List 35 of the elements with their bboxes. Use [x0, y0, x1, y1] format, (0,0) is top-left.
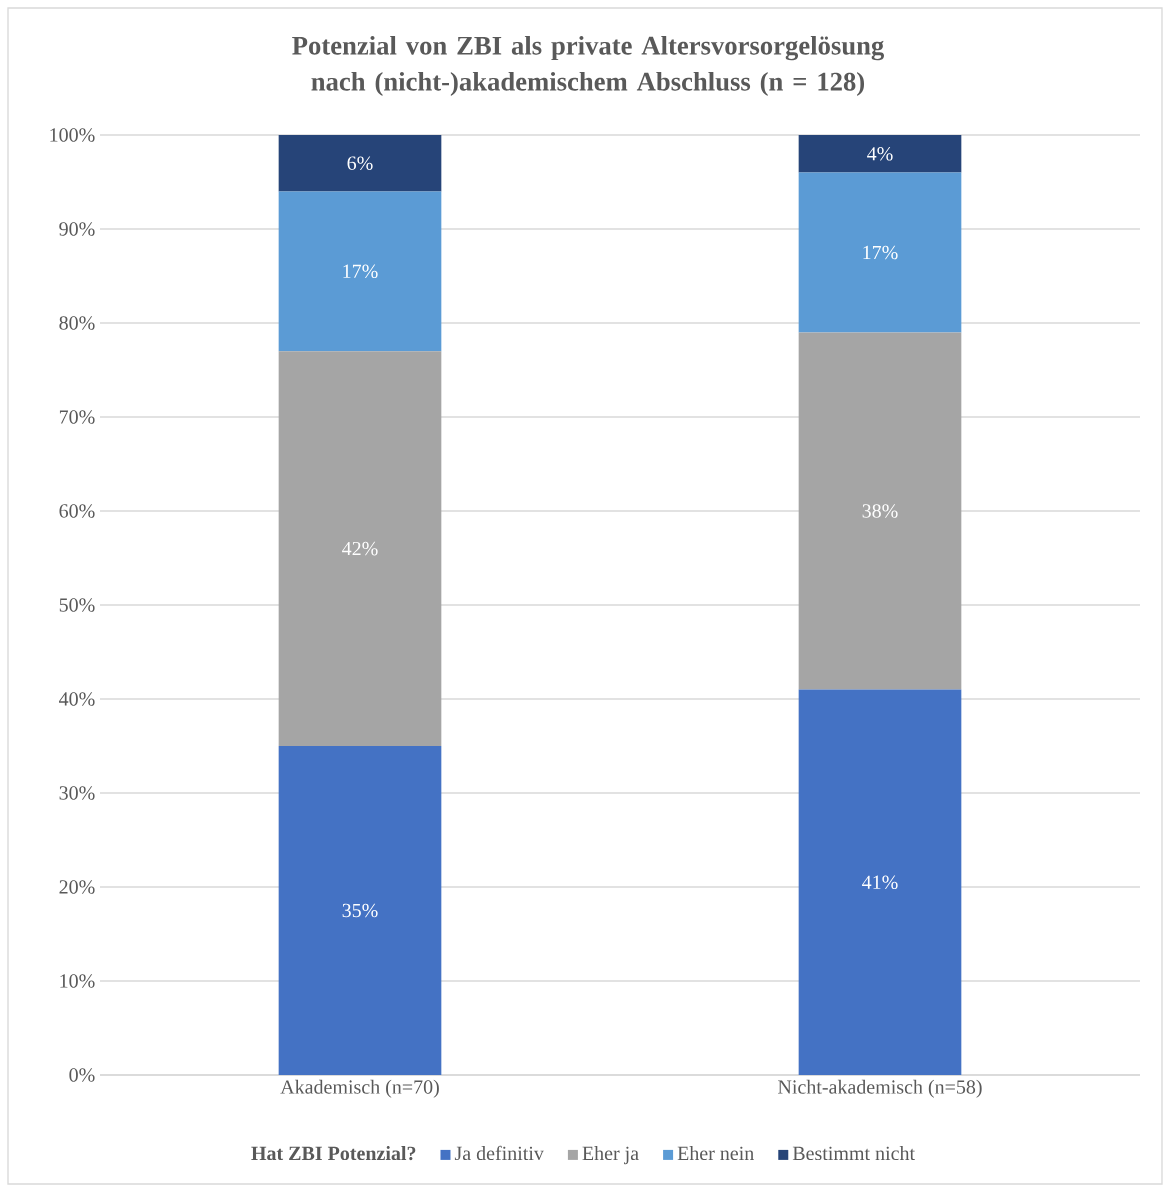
y-tick-label: 0% [69, 1068, 95, 1082]
data-label: 4% [867, 147, 893, 161]
y-tick-label: 20% [59, 880, 95, 894]
legend-label: Ja definitiv [454, 1145, 544, 1161]
legend-label: Eher ja [582, 1146, 639, 1165]
chart-title: Potenzial von ZBI als private Altersvorsorgelösung nach (nicht-)akademischem Abschluss (n = 128) [292, 35, 885, 97]
y-tick-label: 40% [59, 692, 95, 706]
legend-title: Hat ZBI Potenzial? [251, 1146, 416, 1161]
bar [278, 351, 442, 746]
y-tick-label: 10% [60, 974, 95, 988]
bar [278, 135, 442, 192]
y-tick-label: 50% [59, 598, 95, 612]
y-tick-label: 30% [59, 786, 95, 800]
y-tick-label: 80% [59, 316, 95, 330]
bar [798, 135, 962, 173]
bar [278, 191, 442, 352]
y-tick-label: 100% [50, 128, 95, 142]
legend-label: Bestimmt nicht [792, 1146, 915, 1161]
legend-label: Eher nein [677, 1146, 754, 1161]
bar [798, 332, 962, 690]
data-label: 17% [863, 245, 898, 260]
y-tick-label: 60% [59, 504, 95, 518]
y-tick-label: 70% [59, 410, 95, 424]
data-label: 6% [347, 156, 373, 170]
data-label: 35% [342, 903, 378, 918]
data-label: 41% [862, 875, 898, 890]
data-label: 17% [343, 264, 378, 279]
data-label: 42% [342, 541, 378, 556]
x-tick-label: Nicht-akademisch (n=58) [778, 1079, 982, 1098]
bar [798, 172, 962, 333]
bar [278, 746, 442, 1075]
data-label: 38% [862, 504, 898, 518]
x-tick-label: Akademisch (n=70) [280, 1079, 439, 1098]
y-tick-label: 90% [59, 222, 95, 236]
bar [798, 689, 962, 1075]
